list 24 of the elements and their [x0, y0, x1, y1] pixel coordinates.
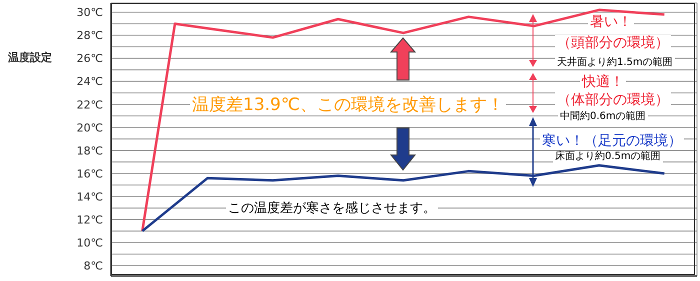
- y-tick-label: 20℃: [76, 121, 103, 134]
- annotation: 寒い！（足元の環境）: [540, 133, 684, 150]
- annotation: 床面より約0.5mの範囲: [553, 151, 663, 163]
- y-tick-label: 16℃: [76, 167, 103, 180]
- y-tick-label: 12℃: [76, 213, 103, 226]
- annotation: この温度差が寒さを感じさせます。: [226, 201, 438, 217]
- y-axis-title: 温度設定: [8, 50, 52, 65]
- y-tick-label: 26℃: [76, 52, 103, 66]
- y-tick-label: 28℃: [76, 29, 103, 42]
- y-tick-label: 14℃: [76, 190, 103, 204]
- annotation: （体部分の環境）: [555, 92, 671, 109]
- y-tick-label: 24℃: [76, 75, 103, 88]
- y-tick-label: 10℃: [76, 236, 103, 250]
- annotation: （頭部分の環境）: [555, 35, 671, 52]
- y-tick-label: 18℃: [76, 144, 103, 158]
- annotation: 快適！: [580, 74, 626, 91]
- annotation: 温度差13.9℃、この環境を改善します！: [190, 95, 506, 116]
- annotation: 中間約0.6mの範囲: [558, 111, 648, 123]
- annotation: 天井面より約1.5mの範囲: [555, 57, 675, 69]
- y-tick-label: 30℃: [76, 6, 103, 20]
- y-tick-label: 22℃: [76, 98, 103, 112]
- line-series: [141, 164, 666, 232]
- annotation: 暑い！: [588, 14, 634, 31]
- y-tick-label: 8℃: [84, 260, 103, 273]
